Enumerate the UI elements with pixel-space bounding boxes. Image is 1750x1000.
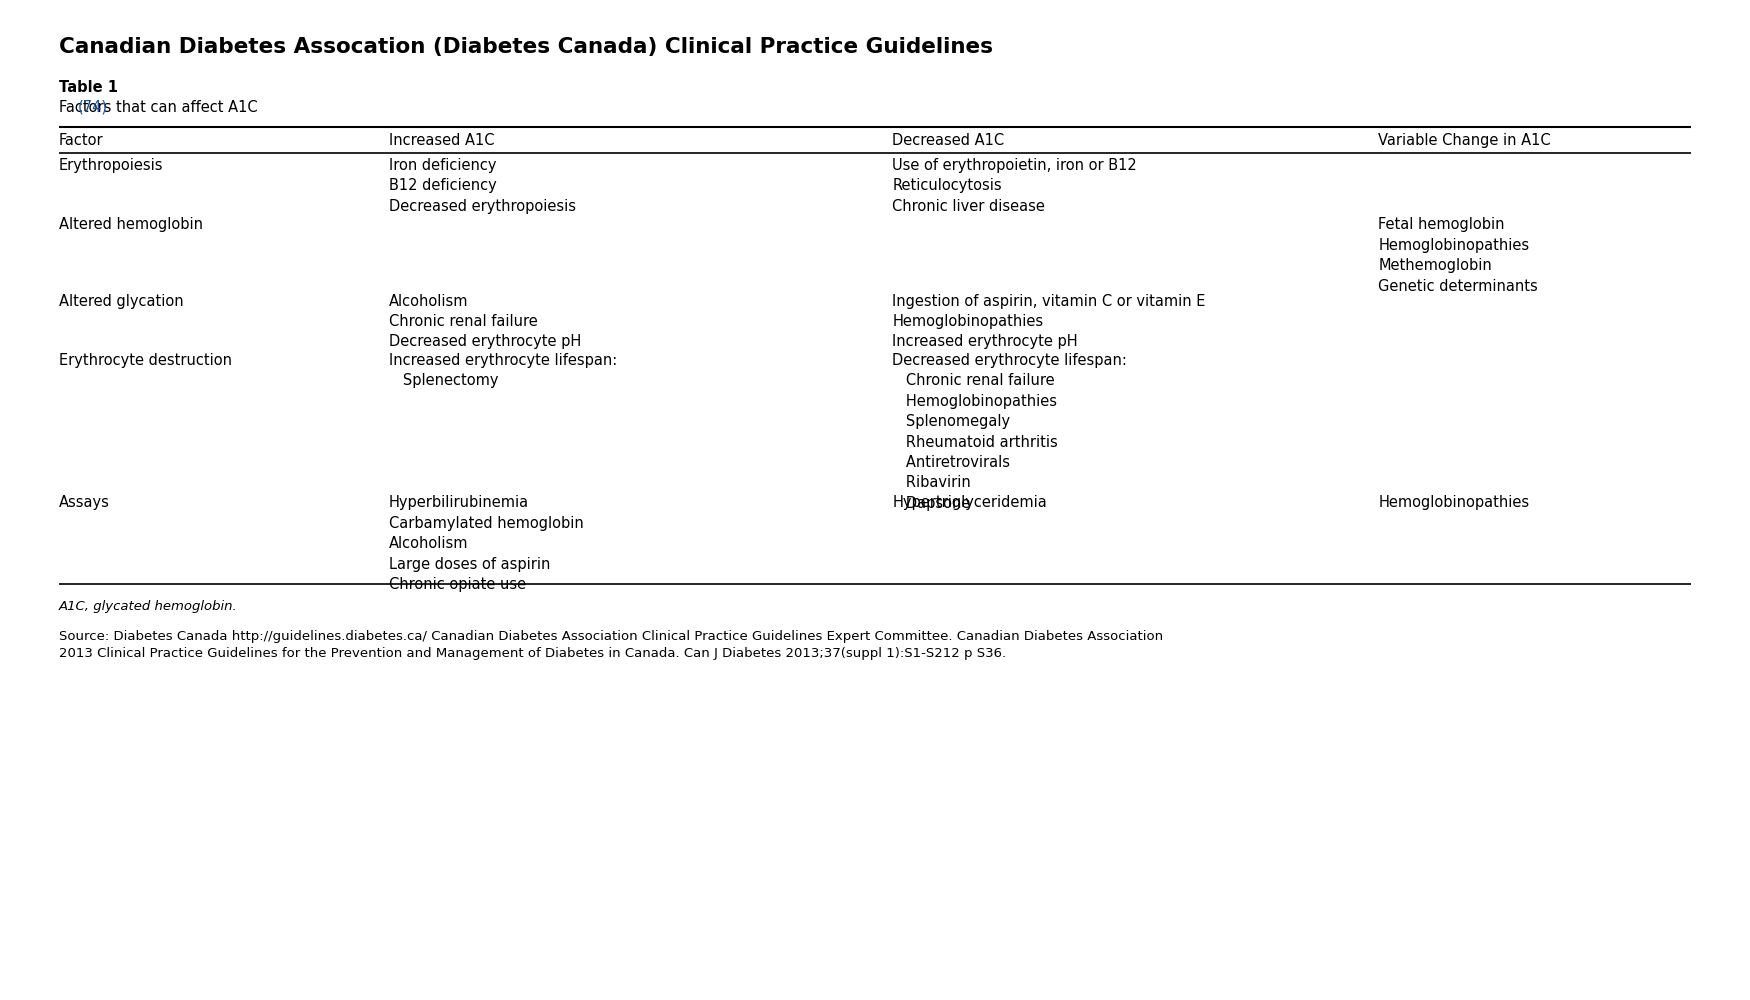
Text: Hypertriglyceridemia: Hypertriglyceridemia — [892, 495, 1046, 510]
Text: Table 1: Table 1 — [60, 80, 117, 95]
Text: Increased A1C: Increased A1C — [388, 133, 495, 148]
Text: Assays: Assays — [60, 495, 110, 510]
Text: Canadian Diabetes Assocation (Diabetes Canada) Clinical Practice Guidelines: Canadian Diabetes Assocation (Diabetes C… — [60, 37, 992, 57]
Text: Alcoholism
Chronic renal failure
Decreased erythrocyte pH: Alcoholism Chronic renal failure Decreas… — [388, 294, 581, 349]
Text: Altered hemoglobin: Altered hemoglobin — [60, 217, 203, 232]
Text: Hemoglobinopathies: Hemoglobinopathies — [1379, 495, 1530, 510]
Text: Use of erythropoietin, iron or B12
Reticulocytosis
Chronic liver disease: Use of erythropoietin, iron or B12 Retic… — [892, 158, 1138, 214]
Text: Iron deficiency
B12 deficiency
Decreased erythropoiesis: Iron deficiency B12 deficiency Decreased… — [388, 158, 576, 214]
Text: Fetal hemoglobin
Hemoglobinopathies
Methemoglobin
Genetic determinants: Fetal hemoglobin Hemoglobinopathies Meth… — [1379, 217, 1538, 294]
Text: A1C, glycated hemoglobin.: A1C, glycated hemoglobin. — [60, 600, 238, 613]
Text: Factor: Factor — [60, 133, 103, 148]
Text: Ingestion of aspirin, vitamin C or vitamin E
Hemoglobinopathies
Increased erythr: Ingestion of aspirin, vitamin C or vitam… — [892, 294, 1206, 349]
Text: (74): (74) — [77, 100, 108, 115]
Text: Factors that can affect A1C: Factors that can affect A1C — [60, 100, 262, 115]
Text: Erythropoiesis: Erythropoiesis — [60, 158, 163, 173]
Text: Decreased A1C: Decreased A1C — [892, 133, 1004, 148]
Text: Decreased erythrocyte lifespan:
   Chronic renal failure
   Hemoglobinopathies
 : Decreased erythrocyte lifespan: Chronic … — [892, 353, 1127, 511]
Text: Increased erythrocyte lifespan:
   Splenectomy: Increased erythrocyte lifespan: Splenect… — [388, 353, 618, 388]
Text: Hyperbilirubinemia
Carbamylated hemoglobin
Alcoholism
Large doses of aspirin
Chr: Hyperbilirubinemia Carbamylated hemoglob… — [388, 495, 584, 592]
Text: Source: Diabetes Canada http://guidelines.diabetes.ca/ Canadian Diabetes Associa: Source: Diabetes Canada http://guideline… — [60, 630, 1164, 660]
Text: Variable Change in A1C: Variable Change in A1C — [1379, 133, 1550, 148]
Text: Erythrocyte destruction: Erythrocyte destruction — [60, 353, 233, 368]
Text: Altered glycation: Altered glycation — [60, 294, 184, 309]
